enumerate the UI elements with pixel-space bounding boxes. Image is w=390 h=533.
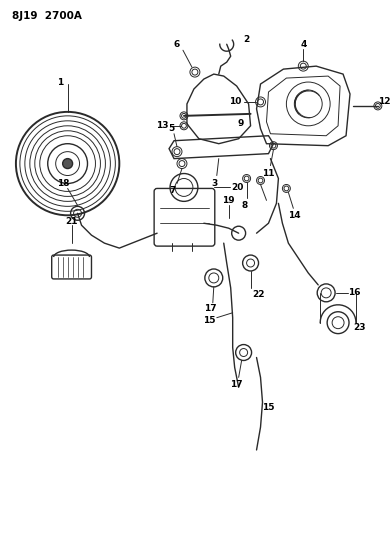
Text: 9: 9 <box>238 119 244 128</box>
Text: 3: 3 <box>212 179 218 188</box>
Text: 2: 2 <box>243 35 250 44</box>
Text: 5: 5 <box>168 124 174 133</box>
Text: 11: 11 <box>262 169 275 178</box>
Text: 4: 4 <box>300 40 307 49</box>
Text: 23: 23 <box>354 323 366 332</box>
Text: 16: 16 <box>348 288 360 297</box>
Text: 14: 14 <box>288 211 301 220</box>
Text: 21: 21 <box>66 217 78 226</box>
Circle shape <box>63 159 73 168</box>
Text: 17: 17 <box>230 380 243 389</box>
Text: 19: 19 <box>222 196 235 205</box>
Text: 13: 13 <box>156 122 168 130</box>
Text: 17: 17 <box>204 304 217 313</box>
Text: 1: 1 <box>57 77 63 86</box>
Text: 8: 8 <box>241 201 248 210</box>
Text: 8J19  2700A: 8J19 2700A <box>12 11 82 21</box>
Text: 20: 20 <box>232 183 244 192</box>
Text: 10: 10 <box>229 98 242 107</box>
Text: 18: 18 <box>57 179 70 188</box>
Text: 7: 7 <box>170 186 176 195</box>
Text: 15: 15 <box>202 316 215 325</box>
Text: 15: 15 <box>262 403 275 411</box>
Text: 6: 6 <box>174 40 180 49</box>
Text: 12: 12 <box>378 98 390 107</box>
Text: 22: 22 <box>252 290 265 300</box>
